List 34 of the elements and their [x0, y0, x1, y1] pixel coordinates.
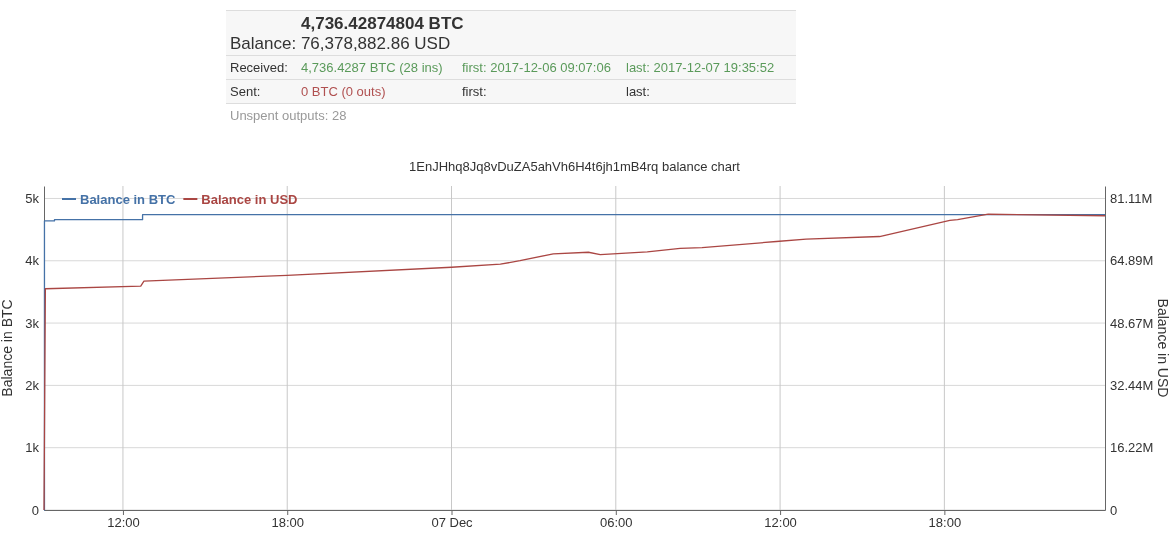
y-tick-label: 0 [31, 502, 39, 518]
y-tick-label: 2k [25, 378, 40, 394]
text: Unspent outputs: 28 [230, 108, 347, 123]
text: Received: [230, 60, 288, 75]
y-tick-label: 5k [25, 191, 40, 207]
legend-label: Balance in BTC [80, 192, 176, 207]
text: 4,736.42874804 BTC [301, 14, 464, 34]
y2-axis-title: Balance in USD [1155, 298, 1170, 398]
x-tick-label: 12:00 [107, 515, 140, 531]
x-tick-label: 12:00 [764, 515, 797, 531]
chart-title: 1EnJHhq8Jq8vDuZA5ahVh6H4t6jh1mB4rq balance chart [409, 159, 741, 174]
text: 0 BTC (0 outs) [301, 84, 386, 99]
y-axis-title: Balance in BTC [0, 299, 15, 397]
text: last: 2017-12-07 19:35:52 [626, 60, 775, 75]
y2-tick-label: 16.22M [1110, 440, 1154, 456]
x-tick-label: 06:00 [600, 515, 633, 531]
y-tick-label: 1k [25, 440, 40, 456]
y2-tick-label: 0 [1110, 502, 1118, 518]
y2-tick-label: 48.67M [1110, 315, 1154, 331]
x-tick-label: 18:00 [271, 515, 304, 531]
text: Sent: [230, 84, 261, 99]
text: Balance: 76,378,882.86 USD [230, 34, 451, 54]
legend-label: Balance in USD [201, 192, 298, 207]
y2-tick-label: 81.11M [1110, 191, 1153, 207]
text: first: [462, 84, 487, 99]
x-tick-label: 18:00 [928, 515, 962, 531]
y-tick-label: 4k [25, 253, 40, 269]
text: 4,736.4287 BTC (28 ins) [301, 60, 443, 75]
y2-tick-label: 32.44M [1110, 378, 1154, 394]
x-tick-label: 07 Dec [431, 515, 474, 531]
y2-tick-label: 64.89M [1110, 253, 1154, 269]
text: last: [626, 84, 650, 99]
y-tick-label: 3k [25, 315, 40, 331]
text: first: 2017-12-06 09:07:06 [462, 60, 611, 75]
